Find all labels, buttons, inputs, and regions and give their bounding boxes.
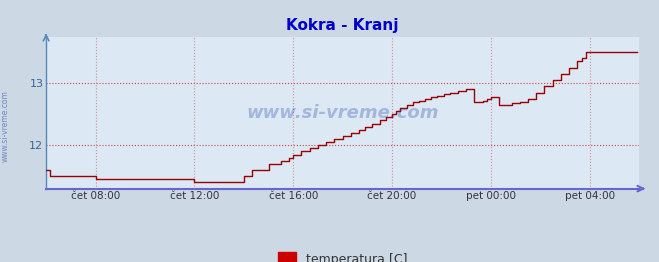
Title: Kokra - Kranj: Kokra - Kranj: [287, 18, 399, 33]
Text: www.si-vreme.com: www.si-vreme.com: [1, 90, 10, 162]
Legend: temperatura [C]: temperatura [C]: [273, 247, 413, 262]
Text: www.si-vreme.com: www.si-vreme.com: [246, 104, 439, 122]
